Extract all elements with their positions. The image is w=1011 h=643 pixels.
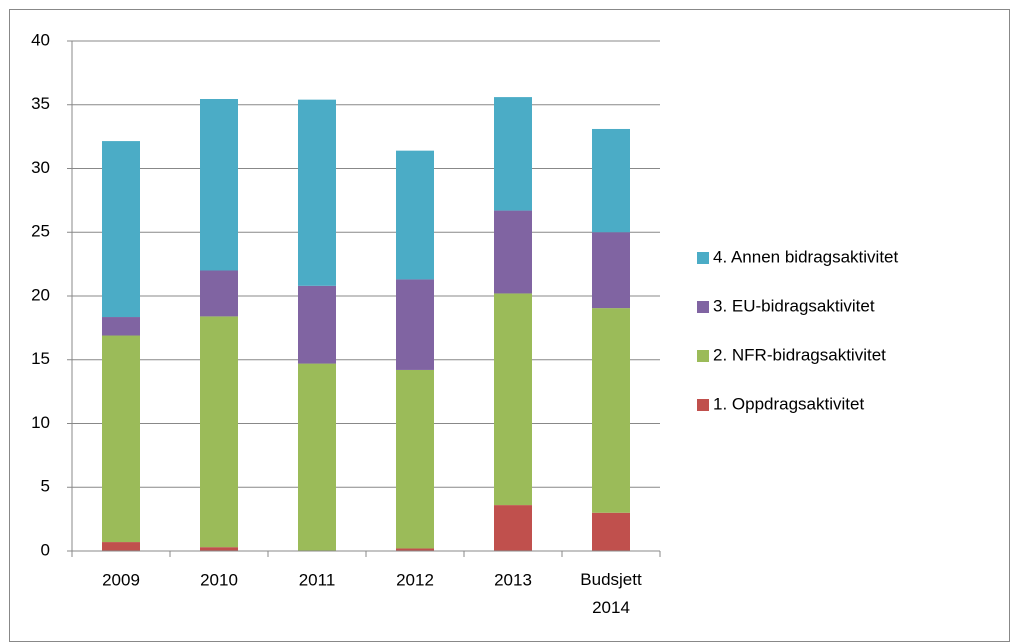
legend-label: 1. Oppdragsaktivitet — [713, 394, 864, 413]
bar-segment — [494, 97, 532, 211]
bar-segment — [494, 505, 532, 551]
y-tick-label: 25 — [31, 222, 50, 241]
legend-swatch — [697, 399, 709, 411]
bar-segment — [200, 270, 238, 317]
y-tick-label: 5 — [41, 477, 50, 496]
y-tick-label: 40 — [31, 30, 50, 49]
legend-swatch — [697, 252, 709, 264]
y-tick-label: 20 — [31, 285, 50, 304]
bar-segment — [494, 293, 532, 506]
bar-segment — [298, 99, 336, 286]
bar-segment — [102, 141, 140, 318]
bar-segment — [592, 128, 630, 233]
bar-segment — [102, 542, 140, 551]
x-tick-label: Budsjett 2014 — [580, 570, 642, 617]
bar-segment — [592, 512, 630, 551]
bar-segment — [200, 316, 238, 548]
legend-label: 3. EU-bidragsaktivitet — [713, 296, 875, 315]
y-tick-label: 10 — [31, 413, 50, 432]
bar-segment — [592, 232, 630, 309]
bar-segment — [298, 285, 336, 364]
bar-segment — [396, 548, 434, 551]
bar-segment — [102, 335, 140, 543]
x-tick-label: 2011 — [299, 570, 336, 589]
x-tick-label: 2010 — [200, 570, 238, 589]
bar-segment — [200, 99, 238, 271]
legend-swatch — [697, 350, 709, 362]
legend-swatch — [697, 301, 709, 313]
bar-segment — [396, 150, 434, 280]
bar-segment — [396, 369, 434, 549]
bar-segment — [298, 363, 336, 551]
bar-segment — [592, 308, 630, 513]
y-tick-label: 30 — [31, 158, 50, 177]
x-tick-label: 2009 — [102, 570, 140, 589]
legend-label: 2. NFR-bidragsaktivitet — [713, 345, 886, 364]
bar-segment — [102, 317, 140, 336]
x-tick-label: 2012 — [396, 570, 434, 589]
bar-segment — [396, 279, 434, 370]
y-tick-label: 0 — [41, 540, 50, 559]
legend-label: 4. Annen bidragsaktivitet — [713, 247, 899, 266]
bar-segment — [494, 210, 532, 294]
bar-segment — [200, 547, 238, 551]
y-tick-label: 15 — [31, 349, 50, 368]
y-tick-label: 35 — [31, 94, 50, 113]
x-tick-label: 2013 — [494, 570, 532, 589]
